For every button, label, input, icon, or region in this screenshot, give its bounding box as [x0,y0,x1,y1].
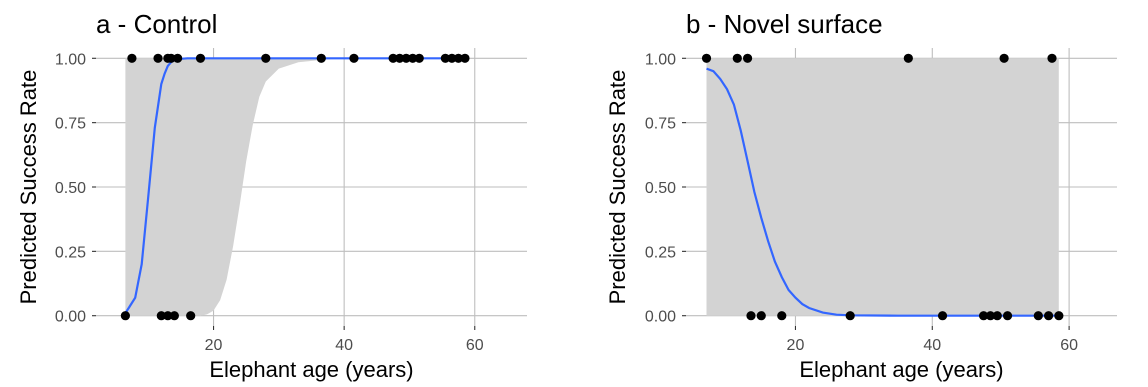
x-tick-label: 40 [335,337,353,354]
data-point [408,53,418,63]
data-point [440,53,450,63]
data-point [978,311,989,321]
data-point [453,53,464,63]
observation-points [701,53,1064,321]
confidence-band [125,58,466,316]
data-point [701,53,712,63]
data-point [1043,311,1054,321]
data-point [746,311,756,321]
data-point [186,311,196,321]
x-tick-label: 60 [466,337,484,354]
data-point [903,53,913,63]
x-axis-label: Elephant age (years) [209,357,413,382]
data-point [460,53,470,63]
data-point [447,53,457,63]
x-axis-label: Elephant age (years) [799,357,1003,382]
data-point [742,53,753,63]
data-point [999,53,1009,63]
y-tick-label: 0.75 [55,116,86,133]
data-point [261,53,271,63]
y-tick-label: 0.75 [645,116,676,133]
y-axis-label: Predicted Success Rate [16,70,41,305]
data-point [1047,53,1057,63]
data-point [845,311,855,321]
chart-title: a - Control [96,9,217,39]
y-tick-label: 0.50 [55,180,86,197]
data-point [1054,311,1064,321]
data-point [349,53,359,63]
y-tick-label: 0.00 [645,309,676,326]
y-tick-label: 1.00 [645,51,676,68]
confidence-band [706,58,1059,316]
data-point [169,311,179,321]
data-point [153,53,163,63]
x-tick-label: 40 [923,337,941,354]
data-point [195,53,206,63]
observation-points [120,53,470,321]
data-point [1033,311,1043,321]
data-point [1002,311,1013,321]
data-point [992,311,1002,321]
chart-title: b - Novel surface [686,9,883,39]
y-tick-label: 0.25 [645,244,676,261]
data-point [985,311,996,321]
data-point [163,311,173,321]
x-tick-label: 60 [1060,337,1078,354]
y-axis-label: Predicted Success Rate [605,70,630,305]
data-point [388,53,398,63]
y-tick-label: 0.50 [645,180,676,197]
data-point [127,53,137,63]
data-point [777,311,787,321]
chart-panel-a: 0.00 0.25 0.50 0.75 1.00 20 40 60 a - Control Ele… [16,9,527,382]
data-point [173,53,183,63]
data-point [316,53,326,63]
data-point [756,311,766,321]
y-tick-label: 0.25 [55,244,86,261]
data-point [156,311,166,321]
data-point [732,53,742,63]
fitted-line [706,67,1059,317]
y-tick-label: 1.00 [55,51,86,68]
data-point [414,53,424,63]
data-point [395,53,405,63]
data-point [401,53,411,63]
y-tick-label: 0.00 [55,309,86,326]
chart-panel-b: 0.00 0.25 0.50 0.75 1.00 20 40 60 b - Novel surf… [605,9,1117,382]
data-point [120,311,130,321]
x-tick-label: 20 [787,337,805,354]
data-point [937,311,948,321]
data-point [166,53,176,63]
x-tick-label: 20 [205,337,223,354]
